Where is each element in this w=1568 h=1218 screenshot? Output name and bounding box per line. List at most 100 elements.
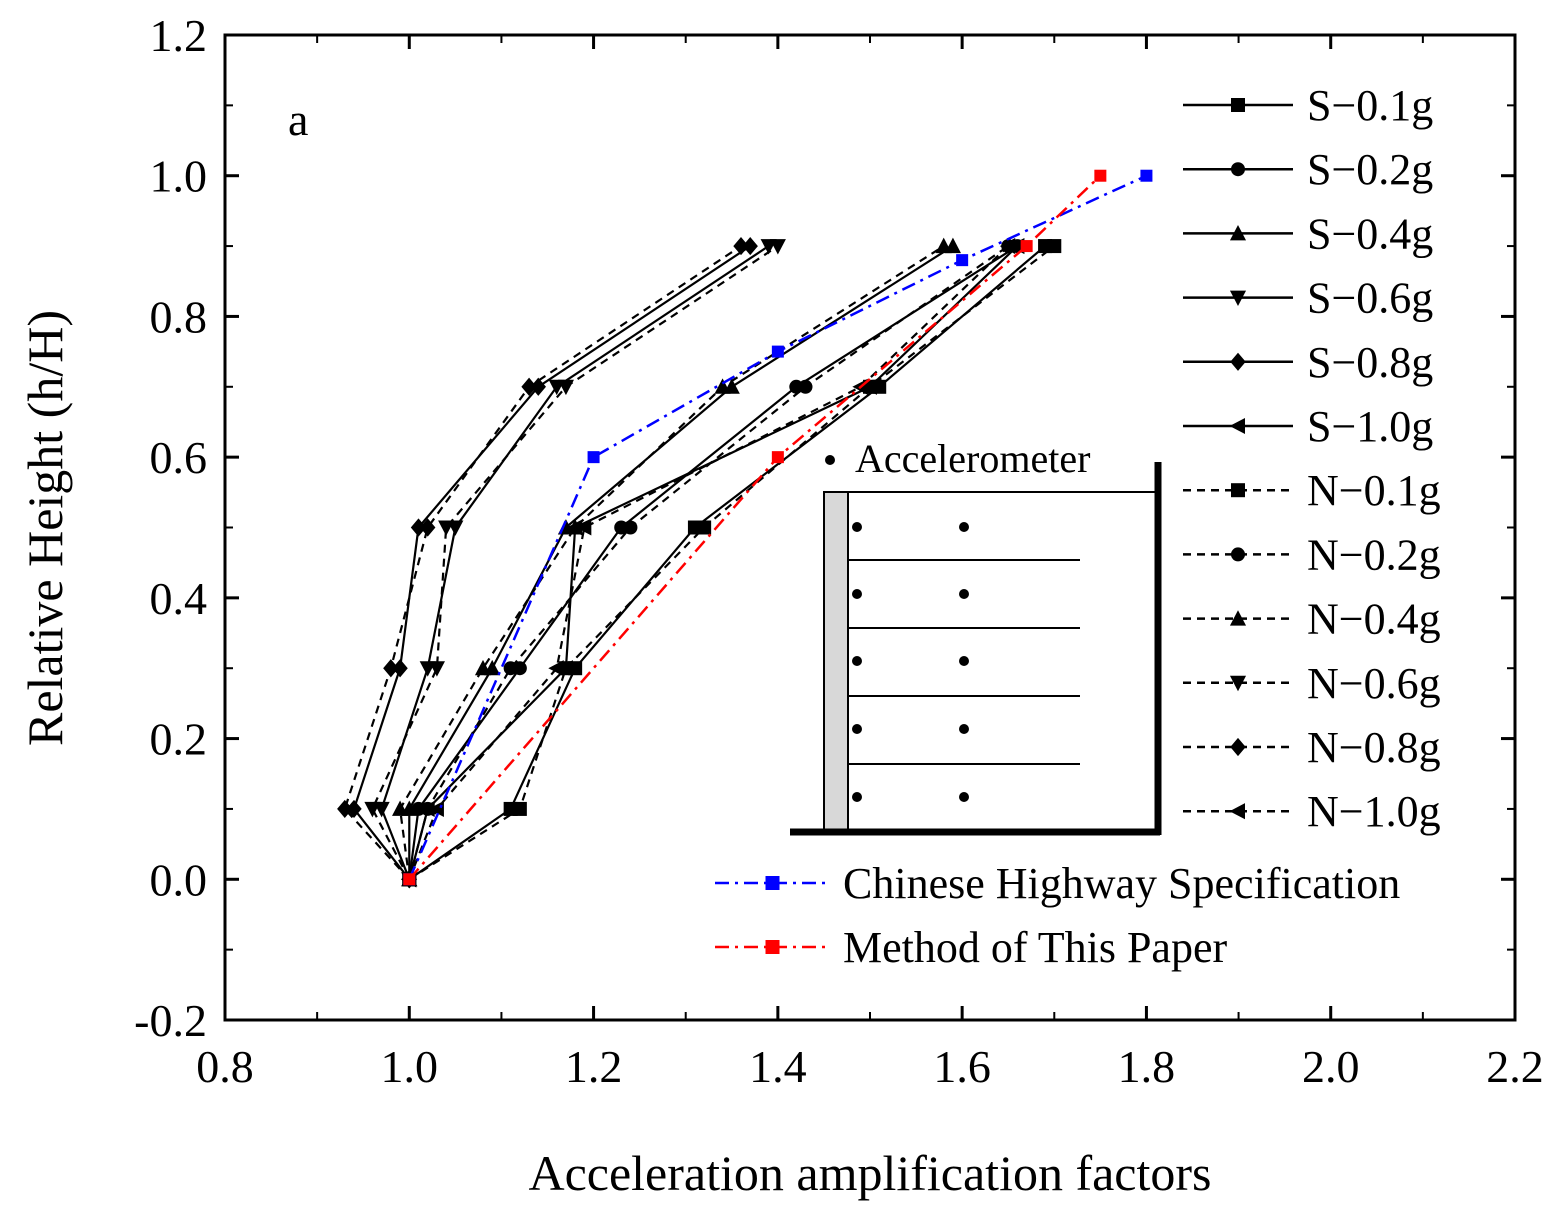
legend-item: S−0.4g [1183, 209, 1433, 258]
data-point [1047, 239, 1062, 254]
data-point [383, 659, 399, 678]
y-axis-title: Relative Height (h/H) [17, 310, 73, 746]
legend-item: S−0.8g [1183, 338, 1433, 387]
series-line [408, 245, 1055, 881]
series-n-0-4g [392, 237, 952, 887]
legend-marker [1229, 675, 1247, 692]
y-tick-label: 1.2 [150, 10, 208, 61]
accelerometer [852, 724, 862, 734]
accelerometer [959, 792, 969, 802]
legend-item: N−0.6g [1183, 659, 1441, 708]
legend-marker [1231, 98, 1245, 112]
legend-marker [1229, 610, 1247, 626]
legend-item: S−0.1g [1183, 81, 1433, 130]
x-tick-label: 2.2 [1486, 1041, 1544, 1092]
panel-label: a [288, 94, 308, 145]
accelerometer [852, 522, 862, 532]
data-point [392, 659, 408, 678]
legend-marker [765, 876, 780, 890]
legend-label: N−0.8g [1307, 723, 1441, 772]
series-line [380, 245, 770, 880]
legend-label: N−1.0g [1307, 787, 1441, 836]
data-point [742, 236, 758, 256]
plot-layer [337, 169, 1153, 889]
data-point [337, 799, 353, 819]
accelerometer [959, 724, 969, 734]
data-point [714, 378, 731, 394]
x-tick-label: 1.6 [933, 1041, 991, 1092]
series-s-0-8g [346, 236, 758, 889]
data-point [392, 800, 409, 816]
y-tick-label: 0.0 [150, 854, 208, 905]
data-point [474, 659, 492, 676]
legend-label: S−0.4g [1307, 209, 1433, 258]
legend-label: S−0.2g [1307, 145, 1433, 194]
legend-item: N−0.8g [1183, 723, 1441, 772]
data-point [935, 237, 952, 254]
y-tick-label: 0.8 [150, 291, 208, 342]
series-s-1-0g [400, 238, 1025, 888]
legend-item: N−0.4g [1183, 595, 1441, 644]
legend-marker [1230, 737, 1246, 757]
legend-marker [1229, 225, 1247, 241]
data-point [771, 345, 784, 358]
series-line [371, 245, 779, 880]
series-line [408, 245, 1019, 880]
inset-legend-label: Accelerometer [855, 436, 1090, 481]
legend-label: N−0.1g [1307, 466, 1441, 515]
data-point [697, 520, 712, 535]
data-point [733, 236, 749, 256]
series-line [398, 245, 945, 880]
series-s-0-1g [402, 239, 1053, 887]
series-n-0-8g [337, 236, 749, 889]
data-point [438, 520, 455, 536]
data-point [521, 377, 537, 396]
data-point [428, 800, 444, 817]
data-point [503, 661, 518, 676]
legend-label: Chinese Highway Specification [843, 859, 1400, 908]
data-point [1140, 169, 1153, 182]
legend-marker [1229, 417, 1245, 435]
y-tick-label: 0.6 [150, 432, 208, 483]
legend-label: Method of This Paper [843, 923, 1227, 972]
legend-marker [1231, 162, 1245, 177]
x-tick-label: 1.8 [1118, 1041, 1176, 1092]
accelerometer [852, 656, 862, 666]
legend-label: S−1.0g [1307, 402, 1433, 451]
accelerometer [959, 656, 969, 666]
legend-label: S−0.1g [1307, 81, 1433, 130]
series-method-of-this-paper [403, 169, 1107, 886]
data-point [420, 801, 435, 816]
data-point [567, 519, 584, 535]
accelerometer [852, 589, 862, 599]
legend-item: S−0.2g [1183, 145, 1433, 194]
legend-label: N−0.6g [1307, 659, 1441, 708]
legend-item: N−1.0g [1183, 787, 1441, 836]
series-line [408, 245, 1009, 880]
inset-legend-dot [825, 455, 835, 465]
x-axis-title: Acceleration amplification factors [528, 1145, 1211, 1201]
data-point [410, 518, 427, 537]
series-n-0-1g [402, 239, 1062, 887]
y-tick-label: -0.2 [134, 995, 207, 1046]
series-line [408, 245, 1046, 881]
series-line [408, 245, 954, 880]
legend-marker [765, 940, 780, 954]
series-line [408, 174, 1147, 880]
data-point [575, 519, 592, 536]
data-point [623, 520, 638, 535]
accelerometer [852, 792, 862, 802]
accelerometer [959, 589, 969, 599]
data-point [798, 379, 813, 394]
series-s-0-6g [373, 239, 777, 888]
y-tick-label: 0.4 [150, 573, 208, 624]
data-point [403, 873, 416, 886]
data-point [956, 254, 969, 267]
x-tick-label: 1.2 [565, 1041, 623, 1092]
legend-marker [1230, 352, 1246, 371]
legend-marker [1229, 803, 1245, 820]
legend-label: N−0.2g [1307, 530, 1441, 579]
inset-wall [823, 491, 849, 833]
x-tick-label: 1.4 [749, 1041, 807, 1092]
